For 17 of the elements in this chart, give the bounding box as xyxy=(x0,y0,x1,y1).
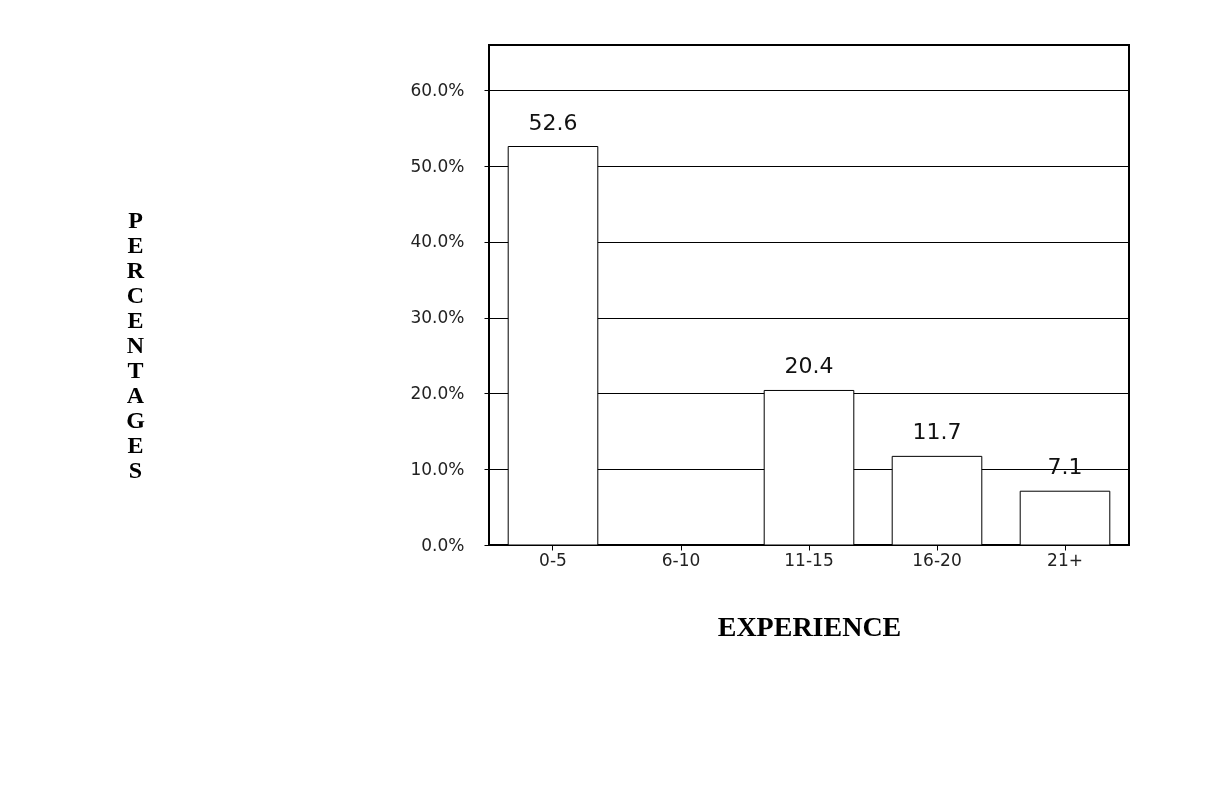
data-label: 20.4 xyxy=(784,353,834,379)
data-label: 11.7 xyxy=(912,419,962,445)
x-axis-title: EXPERIENCE xyxy=(717,610,902,642)
text: PERCENTAGES xyxy=(126,206,145,483)
y-tick-label: 20.0% xyxy=(410,382,465,403)
y-tick-label: 30.0% xyxy=(410,307,465,328)
x-tick-label: 21+ xyxy=(1047,549,1083,570)
x-tick-label: 16-20 xyxy=(912,549,962,570)
y-tick-label: 10.0% xyxy=(410,458,465,479)
y-tick-label: 50.0% xyxy=(410,155,465,176)
x-tick-label: 0-5 xyxy=(539,549,567,570)
y-tick-label: 60.0% xyxy=(410,79,465,100)
y-tick-label: 40.0% xyxy=(410,231,465,252)
x-tick-label: 11-15 xyxy=(784,549,834,570)
y-tick-label: 0.0% xyxy=(421,534,465,555)
data-label: 52.6 xyxy=(528,109,578,135)
x-tick-label: 6-10 xyxy=(661,549,701,570)
